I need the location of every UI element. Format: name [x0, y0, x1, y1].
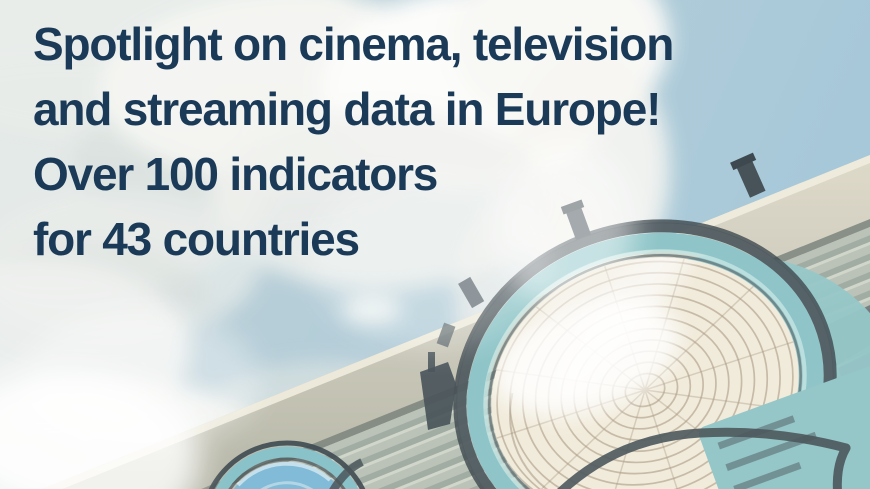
small-spotlight: [208, 440, 366, 489]
spotlight-yoke-bracket: [420, 352, 456, 430]
headline: Spotlight on cinema, television and stre…: [33, 12, 674, 272]
headline-line-2: and streaming data in Europe!: [33, 83, 661, 135]
haze-overlay: [0, 140, 635, 489]
headline-line-4: for 43 countries: [33, 213, 360, 265]
spotlight-handle: [557, 427, 851, 489]
headline-line-3: Over 100 indicators: [33, 148, 438, 200]
headline-line-1: Spotlight on cinema, television: [33, 18, 674, 70]
spotlight-mesh: [487, 218, 799, 489]
